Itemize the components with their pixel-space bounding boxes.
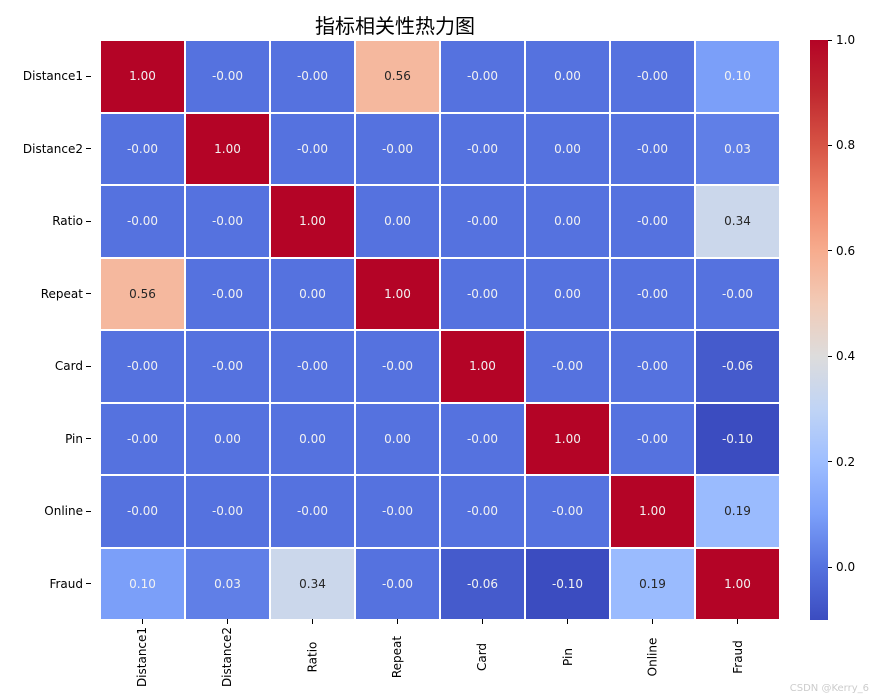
heatmap-cell: 0.10 [695, 40, 780, 113]
colorbar-tick: 0.6 [828, 244, 855, 258]
heatmap-cell: -0.00 [525, 475, 610, 548]
heatmap-cell: 0.56 [100, 258, 185, 331]
heatmap-cell: 0.03 [695, 113, 780, 186]
heatmap-cell: -0.00 [355, 548, 440, 621]
heatmap-cell: 0.34 [270, 548, 355, 621]
y-axis-labels: Distance1Distance2RatioRepeatCardPinOnli… [0, 40, 95, 620]
heatmap-cell: -0.00 [270, 40, 355, 113]
heatmap-cell: -0.00 [610, 113, 695, 186]
y-axis-label: Distance1 [0, 40, 95, 113]
x-axis-label: Online [610, 622, 695, 692]
heatmap-cell: 1.00 [270, 185, 355, 258]
heatmap-chart: 指标相关性热力图 Distance1Distance2RatioRepeatCa… [0, 0, 875, 698]
heatmap-cell: -0.00 [610, 258, 695, 331]
heatmap-cell: -0.00 [525, 330, 610, 403]
x-axis-label: Ratio [270, 622, 355, 692]
x-axis-label: Distance2 [185, 622, 270, 692]
heatmap-cell: -0.00 [355, 475, 440, 548]
heatmap-cell: -0.00 [100, 475, 185, 548]
heatmap-cell: 0.00 [185, 403, 270, 476]
heatmap-cell: 1.00 [100, 40, 185, 113]
heatmap-cell: -0.06 [695, 330, 780, 403]
heatmap-cell: 0.00 [525, 40, 610, 113]
colorbar-tick: 0.2 [828, 455, 855, 469]
heatmap-cell: -0.00 [185, 185, 270, 258]
heatmap-cell: -0.00 [355, 330, 440, 403]
colorbar-tick: 1.0 [828, 33, 855, 47]
heatmap-cell: -0.00 [610, 185, 695, 258]
colorbar-gradient [810, 40, 828, 620]
y-axis-label: Fraud [0, 548, 95, 621]
heatmap-cell: -0.00 [270, 330, 355, 403]
y-axis-label: Distance2 [0, 113, 95, 186]
y-axis-label: Online [0, 475, 95, 548]
heatmap-cell: 0.00 [525, 258, 610, 331]
x-axis-labels: Distance1Distance2RatioRepeatCardPinOnli… [100, 622, 780, 692]
x-axis-label: Pin [525, 622, 610, 692]
colorbar-ticks: 0.00.20.40.60.81.0 [828, 40, 868, 620]
heatmap-cell: 0.00 [355, 185, 440, 258]
heatmap-cell: -0.00 [440, 113, 525, 186]
y-axis-label: Repeat [0, 258, 95, 331]
heatmap-cell: 0.56 [355, 40, 440, 113]
x-axis-label: Distance1 [100, 622, 185, 692]
heatmap-cell: 0.19 [610, 548, 695, 621]
heatmap-cell: 1.00 [525, 403, 610, 476]
heatmap-cell: -0.00 [610, 403, 695, 476]
heatmap-cell: 1.00 [610, 475, 695, 548]
colorbar-tick: 0.8 [828, 138, 855, 152]
heatmap-cell: -0.00 [270, 113, 355, 186]
heatmap-cell: 1.00 [355, 258, 440, 331]
heatmap-cell: -0.00 [185, 475, 270, 548]
heatmap-cell: -0.00 [100, 330, 185, 403]
colorbar-tick: 0.0 [828, 560, 855, 574]
heatmap-cell: 1.00 [440, 330, 525, 403]
watermark: CSDN @Kerry_6 [790, 683, 869, 694]
heatmap-cell: -0.00 [440, 40, 525, 113]
heatmap-cell: 1.00 [185, 113, 270, 186]
colorbar: 0.00.20.40.60.81.0 [810, 40, 865, 620]
heatmap-cell: -0.00 [610, 330, 695, 403]
y-axis-label: Ratio [0, 185, 95, 258]
heatmap-cell: 0.00 [270, 258, 355, 331]
heatmap-cell: 0.00 [270, 403, 355, 476]
heatmap-cell: -0.00 [695, 258, 780, 331]
heatmap-cell: -0.10 [695, 403, 780, 476]
heatmap-cell: -0.00 [100, 185, 185, 258]
colorbar-tick: 0.4 [828, 349, 855, 363]
heatmap-cell: -0.00 [100, 403, 185, 476]
heatmap-cell: -0.00 [440, 403, 525, 476]
y-axis-label: Pin [0, 403, 95, 476]
heatmap-cell: -0.00 [270, 475, 355, 548]
heatmap-cell: 0.00 [355, 403, 440, 476]
heatmap-cell: -0.00 [185, 40, 270, 113]
heatmap-cell: 0.00 [525, 113, 610, 186]
y-axis-label: Card [0, 330, 95, 403]
heatmap-cell: -0.00 [440, 258, 525, 331]
x-axis-label: Card [440, 622, 525, 692]
heatmap-cell: 0.19 [695, 475, 780, 548]
heatmap-cell: 0.00 [525, 185, 610, 258]
heatmap-cell: -0.00 [185, 330, 270, 403]
heatmap-cell: -0.00 [355, 113, 440, 186]
chart-title: 指标相关性热力图 [0, 10, 790, 39]
heatmap-cell: -0.00 [440, 475, 525, 548]
heatmap-cell: -0.00 [440, 185, 525, 258]
heatmap-cell: -0.00 [610, 40, 695, 113]
heatmap-cell: -0.00 [185, 258, 270, 331]
heatmap-cell: 0.03 [185, 548, 270, 621]
heatmap-cell: 1.00 [695, 548, 780, 621]
heatmap-grid: 1.00-0.00-0.000.56-0.000.00-0.000.10-0.0… [100, 40, 780, 620]
heatmap-cell: -0.00 [100, 113, 185, 186]
heatmap-cell: 0.34 [695, 185, 780, 258]
heatmap-cell: -0.06 [440, 548, 525, 621]
x-axis-label: Fraud [695, 622, 780, 692]
heatmap-cell: -0.10 [525, 548, 610, 621]
heatmap-cell: 0.10 [100, 548, 185, 621]
x-axis-label: Repeat [355, 622, 440, 692]
